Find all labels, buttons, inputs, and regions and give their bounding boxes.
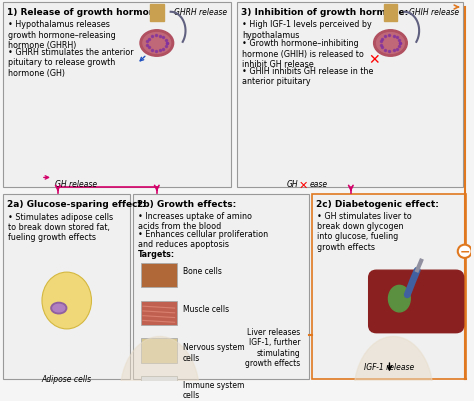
Bar — [383, 5, 397, 22]
Text: Adipose cells: Adipose cells — [42, 375, 92, 383]
FancyBboxPatch shape — [141, 301, 177, 325]
FancyBboxPatch shape — [133, 195, 309, 379]
Text: • GHRH stimulates the anterior
pituitary to release growth
hormone (GH): • GHRH stimulates the anterior pituitary… — [9, 48, 134, 77]
Text: Targets:: Targets: — [138, 250, 175, 259]
Text: • GHIH inhibits GH release in the
anterior pituitary: • GHIH inhibits GH release in the anteri… — [242, 67, 374, 86]
Text: • Hypothalamus releases
growth hormone–releasing
hormone (GHRH): • Hypothalamus releases growth hormone–r… — [9, 20, 116, 50]
Ellipse shape — [143, 34, 171, 54]
Text: Nervous system
cells: Nervous system cells — [182, 342, 244, 362]
Ellipse shape — [53, 304, 65, 312]
Text: Liver releases
IGF-1, further
stimulating
growth effects: Liver releases IGF-1, further stimulatin… — [245, 327, 301, 367]
Text: 2b) Growth effects:: 2b) Growth effects: — [137, 200, 236, 209]
Text: 3) Inhibition of growth hormone:: 3) Inhibition of growth hormone: — [241, 8, 408, 17]
FancyBboxPatch shape — [369, 271, 464, 333]
Text: GH: GH — [286, 180, 298, 189]
Ellipse shape — [51, 303, 67, 314]
Ellipse shape — [374, 30, 407, 57]
Text: GHIH release: GHIH release — [409, 8, 459, 17]
Ellipse shape — [42, 272, 91, 329]
Text: ✕: ✕ — [298, 180, 308, 190]
Circle shape — [458, 245, 472, 258]
Text: 2c) Diabetogenic effect:: 2c) Diabetogenic effect: — [316, 200, 439, 209]
FancyBboxPatch shape — [312, 195, 465, 379]
Ellipse shape — [140, 30, 173, 57]
Text: • Stimulates adipose cells
to break down stored fat,
fueling growth effects: • Stimulates adipose cells to break down… — [9, 212, 113, 242]
Text: Immune system
cells: Immune system cells — [182, 380, 244, 399]
Text: • Enhances cellular proliferation
and reduces apoptosis: • Enhances cellular proliferation and re… — [138, 229, 268, 248]
Text: GHRH release: GHRH release — [174, 8, 227, 17]
FancyBboxPatch shape — [3, 195, 130, 379]
Bar — [150, 5, 164, 22]
Text: • Increases uptake of amino
acids from the blood: • Increases uptake of amino acids from t… — [138, 211, 252, 231]
Text: −: − — [459, 245, 470, 258]
FancyBboxPatch shape — [3, 3, 231, 187]
Text: Muscle cells: Muscle cells — [182, 304, 228, 314]
Ellipse shape — [120, 337, 200, 401]
Ellipse shape — [354, 337, 433, 401]
Ellipse shape — [376, 34, 404, 54]
Text: 2a) Glucose-sparing effect:: 2a) Glucose-sparing effect: — [7, 200, 146, 209]
Text: ease: ease — [309, 180, 328, 189]
FancyBboxPatch shape — [141, 376, 177, 401]
Text: IGF-1 release: IGF-1 release — [365, 362, 415, 371]
Text: GH release: GH release — [55, 180, 97, 189]
Text: 1) Release of growth hormone:: 1) Release of growth hormone: — [7, 8, 165, 17]
Text: Bone cells: Bone cells — [182, 267, 221, 276]
FancyBboxPatch shape — [237, 3, 463, 187]
Text: ✕: ✕ — [368, 53, 379, 67]
FancyBboxPatch shape — [141, 263, 177, 288]
Text: • High IGF-1 levels perceived by
hypothalamus: • High IGF-1 levels perceived by hypotha… — [242, 20, 372, 40]
Ellipse shape — [389, 286, 410, 312]
Text: • GH stimulates liver to
break down glycogen
into glucose, fueling
growth effect: • GH stimulates liver to break down glyc… — [317, 211, 412, 251]
FancyBboxPatch shape — [141, 338, 177, 363]
Text: • Growth hormone–inhibiting
hormone (GHIH) is released to
inhibit GH release: • Growth hormone–inhibiting hormone (GHI… — [242, 39, 364, 69]
